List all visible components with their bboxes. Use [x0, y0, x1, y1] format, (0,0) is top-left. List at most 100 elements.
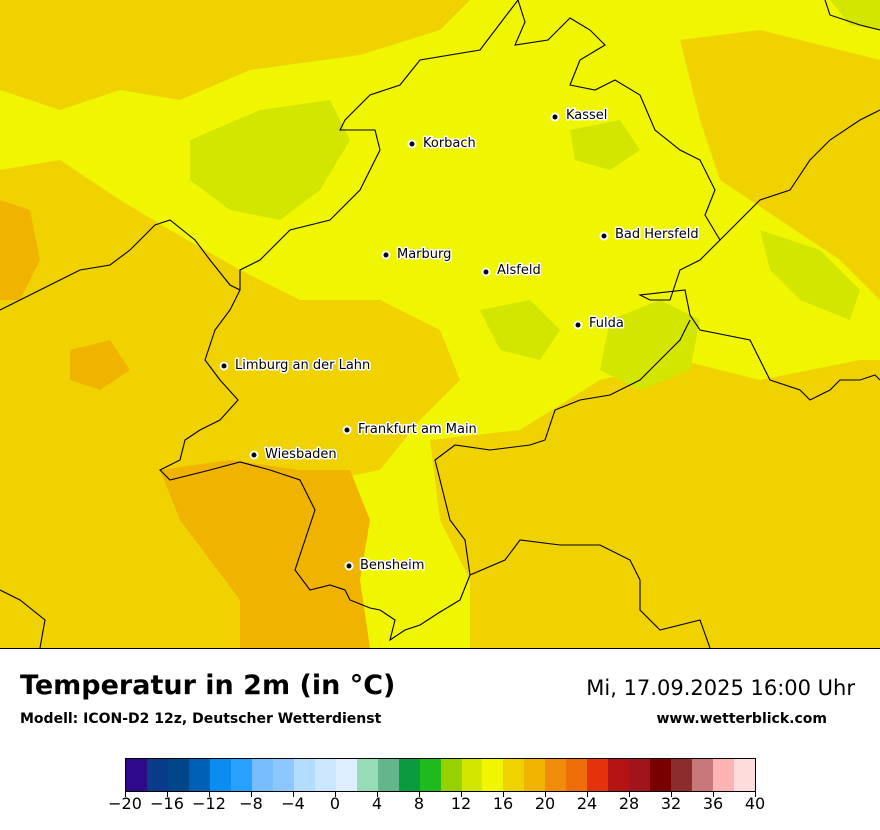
colorbar-tick — [419, 792, 420, 797]
colorbar-tick — [335, 792, 336, 797]
colorbar-swatch — [608, 759, 630, 791]
colorbar-tick-label: 4 — [371, 794, 383, 813]
city-marker — [550, 112, 560, 122]
field-warm-westedge — [0, 200, 40, 300]
city-label: Bad Hersfeld — [615, 227, 699, 242]
colorbar-swatch — [461, 759, 483, 791]
colorbar-swatch — [251, 759, 273, 791]
colorbar-swatch — [629, 759, 651, 791]
colorbar-tick-label: 0 — [329, 794, 341, 813]
field-warm-west2 — [0, 160, 460, 648]
colorbar-tick — [125, 792, 126, 797]
colorbar-swatch — [146, 759, 168, 791]
field-warm-limburg — [70, 340, 130, 390]
city-marker — [344, 561, 354, 571]
colorbar-tick-label: 36 — [702, 794, 724, 813]
city-bad-hersfeld: Bad Hersfeld — [599, 226, 700, 244]
website-link[interactable]: www.wetterblick.com — [656, 711, 828, 727]
colorbar-tick-label: 28 — [618, 794, 640, 813]
city-label: Frankfurt am Main — [358, 422, 477, 437]
colorbar-swatch — [503, 759, 525, 791]
border-lines — [0, 0, 880, 648]
colorbar-swatch — [188, 759, 210, 791]
city-label: Korbach — [423, 136, 476, 151]
colorbar-swatch — [377, 759, 399, 791]
colorbar-tick — [503, 792, 504, 797]
colorbar — [125, 758, 756, 792]
colorbar-swatch — [713, 759, 735, 791]
colorbar-swatch — [566, 759, 588, 791]
city-korbach: Korbach — [407, 135, 477, 153]
city-label: Marburg — [397, 247, 451, 262]
city-bensheim: Bensheim — [344, 557, 426, 575]
city-label: Bensheim — [360, 558, 424, 573]
city-alsfeld: Alsfeld — [481, 262, 542, 280]
colorbar-swatch — [692, 759, 714, 791]
colorbar-swatch — [419, 759, 441, 791]
colorbar-tick — [377, 792, 378, 797]
colorbar-tick — [545, 792, 546, 797]
city-label: Limburg an der Lahn — [235, 358, 370, 373]
colorbar-tick-label: −8 — [239, 794, 263, 813]
colorbar-swatch — [524, 759, 546, 791]
colorbar-swatch — [230, 759, 252, 791]
colorbar-tick-label: 20 — [534, 794, 556, 813]
city-marker — [342, 425, 352, 435]
colorbar-swatch — [167, 759, 189, 791]
colorbar-swatch — [272, 759, 294, 791]
border-south — [469, 539, 711, 648]
city-marker — [219, 361, 229, 371]
colorbar-tick-label: −20 — [108, 794, 142, 813]
colorbar-tick — [755, 792, 756, 797]
city-marker — [381, 250, 391, 260]
model-info: Modell: ICON-D2 12z, Deutscher Wetterdie… — [20, 711, 382, 727]
city-label: Kassel — [566, 108, 607, 123]
colorbar-swatch — [734, 759, 756, 791]
colorbar-tick — [461, 792, 462, 797]
colorbar-swatch — [293, 759, 315, 791]
colorbar-tick — [209, 792, 210, 797]
colorbar-tick-label: 12 — [450, 794, 472, 813]
colorbar-swatch — [650, 759, 672, 791]
city-kassel: Kassel — [550, 107, 609, 125]
field-cool-northeast — [830, 0, 880, 30]
colorbar-tick-label: −4 — [281, 794, 305, 813]
colorbar-swatch — [126, 759, 147, 791]
colorbar-swatch — [440, 759, 462, 791]
field-warm-south — [160, 460, 370, 648]
city-limburg: Limburg an der Lahn — [219, 357, 372, 375]
colorbar-tick — [251, 792, 252, 797]
city-marker — [573, 320, 583, 330]
colorbar-tick — [629, 792, 630, 797]
colorbar-tick-label: −16 — [150, 794, 184, 813]
city-marker — [407, 139, 417, 149]
colorbar-ticks: −20 −16 −12 −8 −4 0 4 8 12 16 20 24 28 32 36 40 — [108, 792, 765, 827]
city-wiesbaden: Wiesbaden — [249, 446, 338, 464]
field-cool-north — [190, 100, 350, 220]
city-label: Alsfeld — [497, 263, 541, 278]
colorbar-tick — [587, 792, 588, 797]
colorbar-swatch — [545, 759, 567, 791]
colorbar-swatch — [587, 759, 609, 791]
colorbar-legend — [125, 758, 756, 792]
field-warm-east — [680, 30, 880, 300]
colorbar-tick — [671, 792, 672, 797]
colorbar-tick-label: −12 — [192, 794, 226, 813]
field-cool-kassel — [570, 120, 640, 170]
city-marker — [249, 450, 259, 460]
city-label: Wiesbaden — [265, 447, 337, 462]
colorbar-swatch — [671, 759, 693, 791]
field-cool-center — [480, 300, 560, 360]
map-title: Temperatur in 2m (in °C) — [20, 670, 396, 701]
temperature-map: Kassel Korbach Bad Hersfeld Marburg Alsf… — [0, 0, 880, 649]
colorbar-swatch — [314, 759, 336, 791]
field-cool-fulda — [600, 300, 700, 390]
city-marker — [599, 231, 609, 241]
city-label: Fulda — [589, 316, 624, 331]
city-fulda: Fulda — [573, 315, 625, 333]
border-west-nrw — [0, 219, 241, 311]
colorbar-swatch — [335, 759, 357, 791]
field-warm-west — [0, 0, 470, 110]
colorbar-tick — [713, 792, 714, 797]
colorbar-tick — [293, 792, 294, 797]
